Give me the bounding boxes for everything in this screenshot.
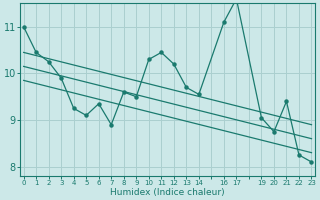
X-axis label: Humidex (Indice chaleur): Humidex (Indice chaleur) <box>110 188 225 197</box>
